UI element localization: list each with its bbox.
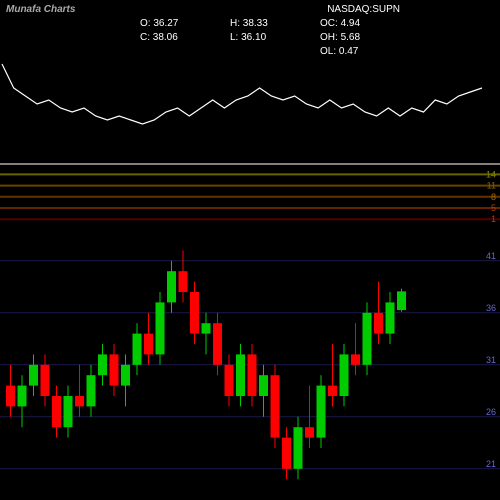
svg-text:11: 11	[487, 181, 496, 191]
svg-text:5: 5	[491, 203, 496, 213]
ohlc-low: L: 36.10	[230, 32, 266, 43]
svg-text:21: 21	[486, 459, 496, 469]
chart-svg: 14 11851 41 36 31 26 21	[0, 0, 500, 500]
ohlc-close: C: 38.06	[140, 32, 178, 43]
svg-text:26: 26	[486, 407, 496, 417]
svg-text:41: 41	[486, 251, 496, 261]
chart-container: 14 11851 41 36 31 26 21 Munafa Charts NASDAQ:S…	[0, 0, 500, 500]
svg-text:1: 1	[491, 214, 496, 224]
ticker-label: NASDAQ:SUPN	[327, 4, 400, 15]
stat-ol: OL: 0.47	[320, 46, 358, 57]
ohlc-open: O: 36.27	[140, 18, 178, 29]
svg-text:8: 8	[491, 192, 496, 202]
stat-oh: OH: 5.68	[320, 32, 360, 43]
watermark: Munafa Charts	[6, 4, 75, 15]
svg-text:14: 14	[486, 169, 496, 179]
svg-text:36: 36	[486, 303, 496, 313]
svg-text:31: 31	[486, 355, 496, 365]
ohlc-high: H: 38.33	[230, 18, 268, 29]
stat-oc: OC: 4.94	[320, 18, 360, 29]
